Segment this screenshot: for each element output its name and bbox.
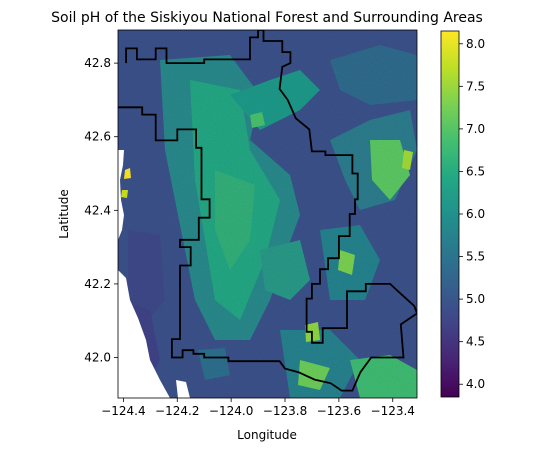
colorbar-tick-label: 7.0 [466,122,485,136]
colorbar-gradient [440,30,460,398]
x-axis: −124.4 −124.2 −124.0 −123.8 −123.6 −123.4 [101,398,415,418]
x-tick-label: −123.6 [317,404,361,418]
chart-title: Soil pH of the Siskiyou National Forest … [51,10,483,26]
x-tick-label: −123.4 [371,404,415,418]
y-tick-label: 42.6 [84,130,111,144]
colorbar-tick-label: 5.5 [466,250,485,264]
no-data-coast [118,150,190,398]
colorbar-tick-label: 4.5 [466,335,485,349]
colorbar-tick-label: 7.5 [466,79,485,93]
y-axis: 42.0 42.2 42.4 42.6 42.8 [84,56,118,365]
colorbar-tick-label: 6.0 [466,207,485,221]
soil-ph-raster [118,30,417,398]
colorbar-tick-label: 6.5 [466,164,485,178]
x-tick-label: −123.8 [263,404,307,418]
y-tick-label: 42.4 [84,203,111,217]
x-tick-label: −124.4 [101,404,145,418]
plot-area [118,30,417,398]
plot-frame [117,29,418,399]
colorbar-tick-label: 5.0 [466,292,485,306]
y-axis-label: Latitude [57,189,71,238]
forest-boundary [118,30,417,392]
y-tick-label: 42.0 [84,351,111,365]
x-tick-label: −124.2 [155,404,199,418]
colorbar-tick-label: 8.0 [466,37,485,51]
x-axis-label: Longitude [237,428,297,442]
colorbar-tick-label: 4.0 [466,377,485,391]
colorbar-ticks: 4.0 4.5 5.0 5.5 6.0 6.5 7.0 7.5 8.0 [459,37,485,391]
colorbar: 4.0 4.5 5.0 5.5 6.0 6.5 7.0 7.5 8.0 [440,30,485,398]
y-tick-label: 42.8 [84,56,111,70]
x-tick-label: −124.0 [209,404,253,418]
y-tick-label: 42.2 [84,277,111,291]
